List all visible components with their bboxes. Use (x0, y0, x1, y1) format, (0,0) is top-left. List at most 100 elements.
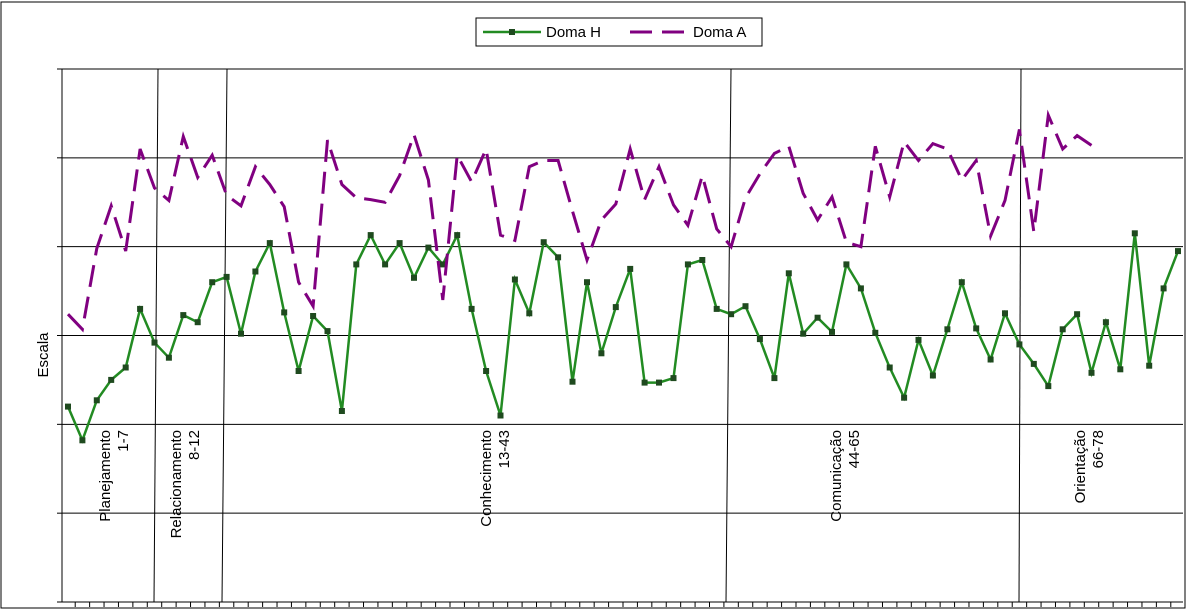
data-point (209, 279, 216, 286)
data-point (1074, 311, 1081, 318)
y-axis-label: Escala (35, 332, 52, 378)
section-label-range: 44-65 (846, 430, 863, 468)
data-point (194, 319, 201, 326)
section-label-range: 13-43 (496, 430, 513, 468)
data-point (526, 310, 533, 317)
data-point (1102, 319, 1109, 326)
data-point (656, 379, 662, 386)
legend-label: Doma H (546, 24, 601, 41)
data-point (79, 437, 86, 444)
series-group (65, 109, 1181, 444)
data-point (785, 270, 792, 277)
data-point (944, 326, 951, 333)
data-point (728, 311, 735, 318)
data-point (396, 240, 403, 247)
data-point (108, 376, 115, 383)
data-point (1045, 383, 1052, 390)
data-point (454, 232, 461, 239)
data-point (439, 261, 446, 268)
gridlines (62, 68, 1183, 514)
data-point (511, 276, 518, 283)
section-label-name: Relacionamento (168, 430, 185, 538)
data-point (886, 364, 893, 371)
data-point (814, 314, 821, 321)
data-point (1131, 230, 1138, 237)
data-point (223, 273, 230, 280)
data-point (670, 375, 677, 382)
data-point (266, 240, 273, 247)
data-point (973, 325, 980, 332)
section-labels: Planejamento 1-7 Relacionamento 8-12 Conheci… (97, 430, 1107, 538)
data-point (699, 257, 706, 263)
series-0 (65, 230, 1181, 444)
legend-items: Doma H Doma A (483, 24, 746, 41)
data-point (425, 244, 432, 251)
section-label-name: Conhecimento (478, 430, 495, 527)
data-point (310, 313, 317, 319)
section-label-range: 8-12 (186, 430, 203, 460)
data-point (829, 328, 835, 335)
data-point (1002, 310, 1008, 317)
data-point (915, 336, 922, 343)
data-point (411, 274, 417, 281)
data-point (497, 412, 504, 419)
section-divider (221, 68, 228, 603)
data-point (929, 372, 936, 379)
data-point (1160, 285, 1167, 292)
data-point (641, 379, 648, 386)
data-point (771, 375, 778, 382)
data-point (584, 279, 590, 286)
data-point (353, 261, 360, 268)
data-point (958, 279, 965, 286)
data-point (1030, 360, 1037, 367)
section-label-range: 66-78 (1090, 430, 1107, 468)
data-point (151, 339, 158, 346)
data-point (180, 312, 187, 319)
data-point (800, 330, 807, 337)
data-point (1088, 369, 1095, 376)
data-point (684, 261, 691, 268)
data-point (627, 265, 634, 272)
data-point (901, 394, 908, 401)
series-line (66, 109, 1093, 333)
data-point (756, 336, 763, 343)
section-label-name: Comunicação (828, 430, 845, 522)
section-divider (725, 68, 732, 603)
section-divider (153, 68, 159, 603)
data-point (324, 328, 331, 335)
section-divider (1018, 68, 1022, 603)
data-point (872, 329, 879, 336)
data-point (598, 350, 605, 357)
legend-label: Doma A (693, 24, 746, 41)
data-point (843, 261, 850, 268)
section-label-name: Planejamento (97, 430, 114, 522)
legend: Doma H Doma A (475, 17, 763, 47)
axes (57, 68, 1183, 607)
data-point (1059, 326, 1066, 333)
data-point (555, 254, 562, 261)
section-dividers (153, 68, 1022, 603)
data-point (295, 368, 302, 374)
data-point (238, 330, 244, 337)
data-point (483, 368, 490, 374)
data-point (612, 304, 619, 311)
data-point (540, 239, 547, 246)
data-point (382, 261, 389, 268)
data-point (338, 408, 345, 414)
legend-marker (509, 29, 515, 35)
data-point (252, 268, 259, 275)
data-point (1016, 341, 1023, 348)
data-point (137, 305, 144, 312)
data-point (367, 232, 374, 239)
series-1 (66, 109, 1093, 333)
section-label-range: 1-7 (115, 430, 132, 452)
data-point (1146, 362, 1153, 369)
data-point (1175, 248, 1181, 255)
data-point (987, 356, 994, 363)
data-point (281, 309, 288, 316)
data-point (165, 354, 172, 361)
data-point (857, 285, 864, 292)
